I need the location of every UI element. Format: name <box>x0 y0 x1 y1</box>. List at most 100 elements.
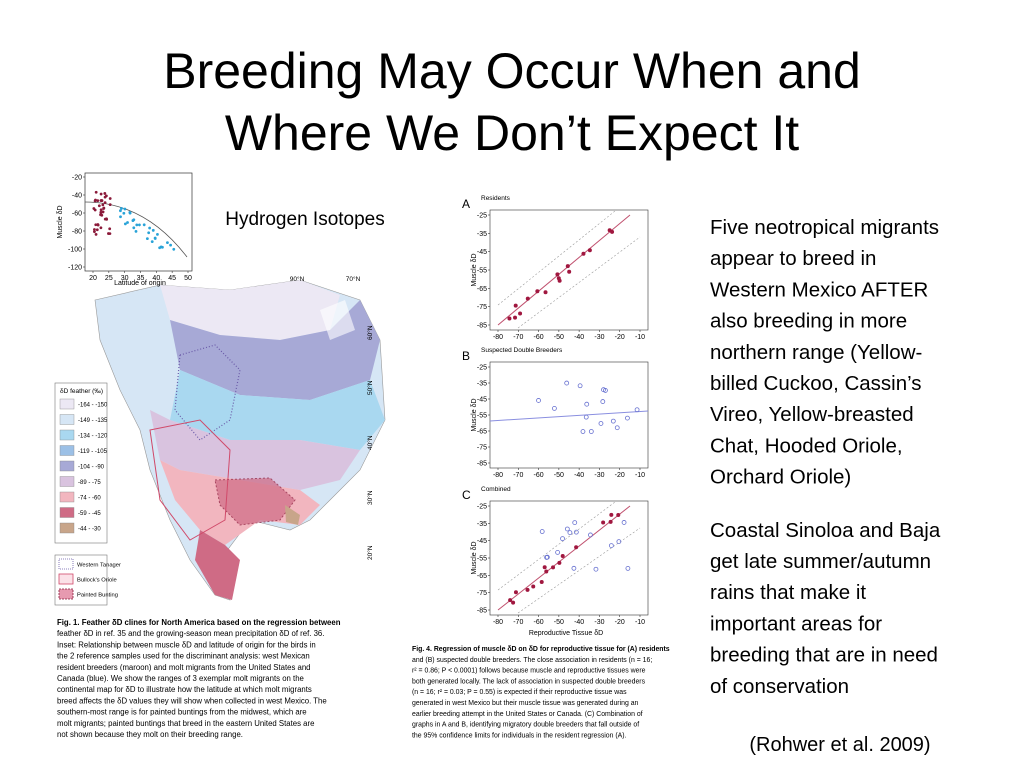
inset-dot <box>147 231 151 235</box>
paragraph-line: rains that make it <box>710 581 866 604</box>
inset-dot <box>108 227 112 231</box>
panel-letter: A <box>462 197 470 211</box>
y-tick-label: -75 <box>477 304 487 311</box>
paragraph-line: appear to breed in <box>710 247 876 270</box>
inset-dot <box>135 223 139 227</box>
axis-label: Reproductive Tissue δD <box>529 630 603 637</box>
inset-dot <box>161 245 164 249</box>
y-tick-label: -75 <box>477 445 487 452</box>
plot-dot <box>577 383 583 389</box>
inset-dot <box>132 226 136 230</box>
inset-dot <box>95 228 99 232</box>
plot-dot <box>572 520 578 525</box>
axis-label: Muscle δD <box>471 253 478 286</box>
legend-swatch <box>59 398 75 410</box>
x-tick-label: -80 <box>493 472 503 479</box>
y-tick-label: -85 <box>477 461 487 468</box>
inset-dot <box>123 207 127 211</box>
panel-letter: C <box>462 488 471 502</box>
plot-dot <box>551 565 556 570</box>
x-tick-label: -50 <box>554 334 564 341</box>
axis-label: Muscle δD <box>57 205 64 238</box>
x-tick-label: 20 <box>89 275 97 282</box>
caption-line: earlier breeding attempt in the United S… <box>412 711 643 718</box>
x-tick-label: -70 <box>513 334 523 341</box>
x-tick-label: -20 <box>615 334 625 341</box>
y-tick-label: -85 <box>477 608 487 615</box>
paragraph-line: Orchard Oriole) <box>710 466 851 489</box>
plot-dot <box>564 526 570 532</box>
y-tick-label: -55 <box>477 413 487 420</box>
plot-dot <box>552 405 557 411</box>
inset-dot <box>156 232 159 236</box>
panel-title: Residents <box>481 195 511 202</box>
x-tick-label: -30 <box>594 334 604 341</box>
plot-dot <box>587 248 592 253</box>
inset-dot <box>119 215 122 219</box>
x-tick-label: -50 <box>554 619 564 626</box>
paragraph-line: important areas for <box>710 612 882 635</box>
x-tick-label: -30 <box>594 472 604 479</box>
plot-dot <box>542 565 547 570</box>
confidence-line <box>497 501 616 591</box>
slide-title: Where We Don’t Expect It <box>225 105 799 161</box>
plot-dot <box>531 584 536 589</box>
x-tick-label: 40 <box>152 275 160 282</box>
plot-dot <box>608 543 614 549</box>
plot-dot <box>571 565 577 571</box>
plot-dot <box>603 388 608 393</box>
plot-dot <box>614 425 620 431</box>
plot-dot <box>544 569 549 574</box>
x-tick-label: -20 <box>615 619 625 626</box>
map <box>94 279 386 601</box>
y-tick-label: -65 <box>477 286 487 293</box>
plot-dot <box>536 398 541 403</box>
plot-dot <box>621 520 627 525</box>
x-tick-label: -20 <box>615 472 625 479</box>
map-label: 20°N <box>366 545 374 560</box>
range-swatch <box>58 573 74 585</box>
inset-dot <box>151 228 155 232</box>
y-tick-label: -65 <box>477 573 487 580</box>
legend-title: δD feather (‰) <box>60 388 103 395</box>
y-tick-label: -85 <box>477 323 487 330</box>
plot-dot <box>565 264 570 269</box>
range-swatch <box>58 558 74 570</box>
inset-dot <box>132 218 136 222</box>
inset-dot <box>94 223 98 227</box>
plot-dot <box>574 545 579 550</box>
inset-dot <box>122 211 126 215</box>
legend-label: -59 - -45 <box>78 511 101 517</box>
slide-title: Breeding May Occur When and <box>163 43 861 99</box>
legend-swatch <box>59 445 75 456</box>
plot-dot <box>588 429 594 434</box>
y-tick-label: -25 <box>477 504 487 511</box>
plot-dot <box>507 316 512 321</box>
x-tick-label: -60 <box>534 472 544 479</box>
caption-line: resident breeders (maroon) and molt migr… <box>57 663 311 672</box>
range-label: Painted Bunting <box>77 593 118 599</box>
inset-dot <box>103 192 107 195</box>
range-label: Western Tanager <box>77 563 121 569</box>
inset-dot <box>138 223 141 227</box>
axis-label: Muscle δD <box>471 398 478 431</box>
paragraph-line: breeding that are in need <box>710 644 938 667</box>
inset-dot <box>101 203 105 207</box>
plot-dot <box>555 549 561 555</box>
inset-dot <box>150 240 154 244</box>
inset-dot <box>107 232 110 235</box>
inset-dot <box>96 199 100 203</box>
y-tick-label: -120 <box>68 265 82 272</box>
paragraph-line: Chat, Hooded Oriole, <box>710 434 903 457</box>
x-tick-label: 35 <box>137 275 145 282</box>
plot-dot <box>567 269 572 274</box>
caption-line: Fig. 1. Feather δD clines for North Amer… <box>57 618 341 627</box>
axis-label: Muscle δD <box>471 541 478 574</box>
plot-dot <box>634 407 640 413</box>
plot-dot <box>573 529 579 535</box>
legend-label: -44 - -30 <box>78 527 101 533</box>
inset-dot <box>96 223 100 226</box>
x-tick-label: -40 <box>574 334 584 341</box>
inset-dot <box>169 243 172 247</box>
